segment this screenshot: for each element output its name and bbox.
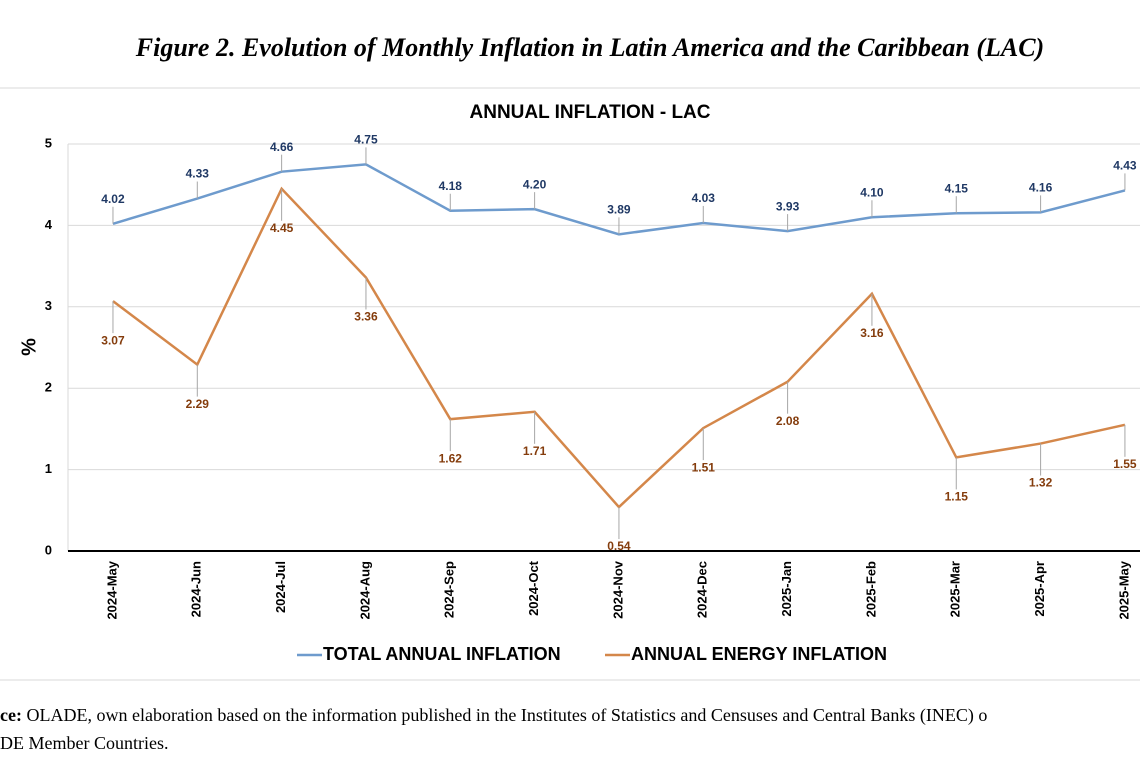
x-tick-label: 2025-Jan	[779, 561, 794, 617]
x-tick-label: 2024-Oct	[526, 560, 541, 616]
data-label: 3.16	[860, 326, 884, 340]
figure-title: Figure 2. Evolution of Monthly Inflation…	[135, 33, 1044, 62]
x-tick-label: 2024-Nov	[610, 560, 625, 619]
data-label: 4.45	[270, 221, 294, 235]
x-tick-label: 2024-Dec	[695, 561, 710, 618]
data-label: 3.36	[354, 310, 378, 324]
y-tick-label: 2	[45, 380, 52, 395]
x-tick-label: 2024-Jun	[189, 561, 204, 617]
data-label: 2.29	[186, 397, 210, 411]
data-label: 4.33	[186, 167, 210, 181]
x-tick-label: 2024-Aug	[357, 561, 372, 620]
data-label: 1.51	[692, 460, 716, 474]
source-text: DE Member Countries.	[0, 733, 168, 753]
x-tick-label: 2025-Feb	[863, 561, 878, 617]
data-label: 2.08	[776, 414, 800, 428]
data-label: 0.54	[607, 539, 631, 553]
source-label: ce:	[0, 705, 22, 725]
data-label: 3.07	[101, 333, 125, 347]
x-tick-label: 2025-Mar	[948, 561, 963, 617]
data-label: 1.71	[523, 444, 547, 458]
x-tick-label: 2025-Apr	[1032, 561, 1047, 617]
y-tick-label: 0	[45, 542, 52, 557]
data-label: 4.03	[692, 191, 716, 205]
data-label: 3.93	[776, 199, 800, 213]
data-label: 4.20	[523, 177, 547, 191]
data-label: 1.32	[1029, 476, 1053, 490]
y-tick-label: 3	[45, 298, 52, 313]
x-tick-label: 2024-Sep	[442, 561, 457, 618]
x-tick-label: 2025-May	[1116, 560, 1131, 619]
data-label: 4.66	[270, 140, 294, 154]
data-label: 3.89	[607, 203, 631, 217]
data-label: 4.75	[354, 133, 378, 147]
x-tick-label: 2024-May	[104, 560, 119, 619]
data-label: 4.43	[1113, 159, 1137, 173]
legend-label: ANNUAL ENERGY INFLATION	[631, 644, 887, 664]
chart-title: ANNUAL INFLATION - LAC	[470, 102, 711, 123]
data-label: 4.15	[945, 181, 969, 195]
y-axis-label: %	[18, 338, 40, 356]
source: ce: OLADE, own elaboration based on the …	[0, 705, 987, 726]
data-label: 4.16	[1029, 181, 1053, 195]
y-tick-label: 4	[45, 217, 53, 232]
data-label: 4.10	[860, 185, 884, 199]
line-series	[112, 186, 1126, 509]
y-tick-label: 1	[45, 461, 52, 476]
y-tick-label: 5	[45, 135, 52, 150]
data-label: 1.55	[1113, 457, 1137, 471]
x-tick-label: 2024-Jul	[273, 561, 288, 613]
chart-frame	[0, 87, 1140, 681]
source-text: OLADE, own elaboration based on the info…	[26, 705, 987, 726]
legend-label: TOTAL ANNUAL INFLATION	[323, 644, 561, 664]
data-label: 4.02	[101, 192, 125, 206]
data-label: 1.15	[945, 490, 969, 504]
data-label: 4.18	[439, 179, 463, 193]
data-label: 1.62	[439, 451, 463, 465]
